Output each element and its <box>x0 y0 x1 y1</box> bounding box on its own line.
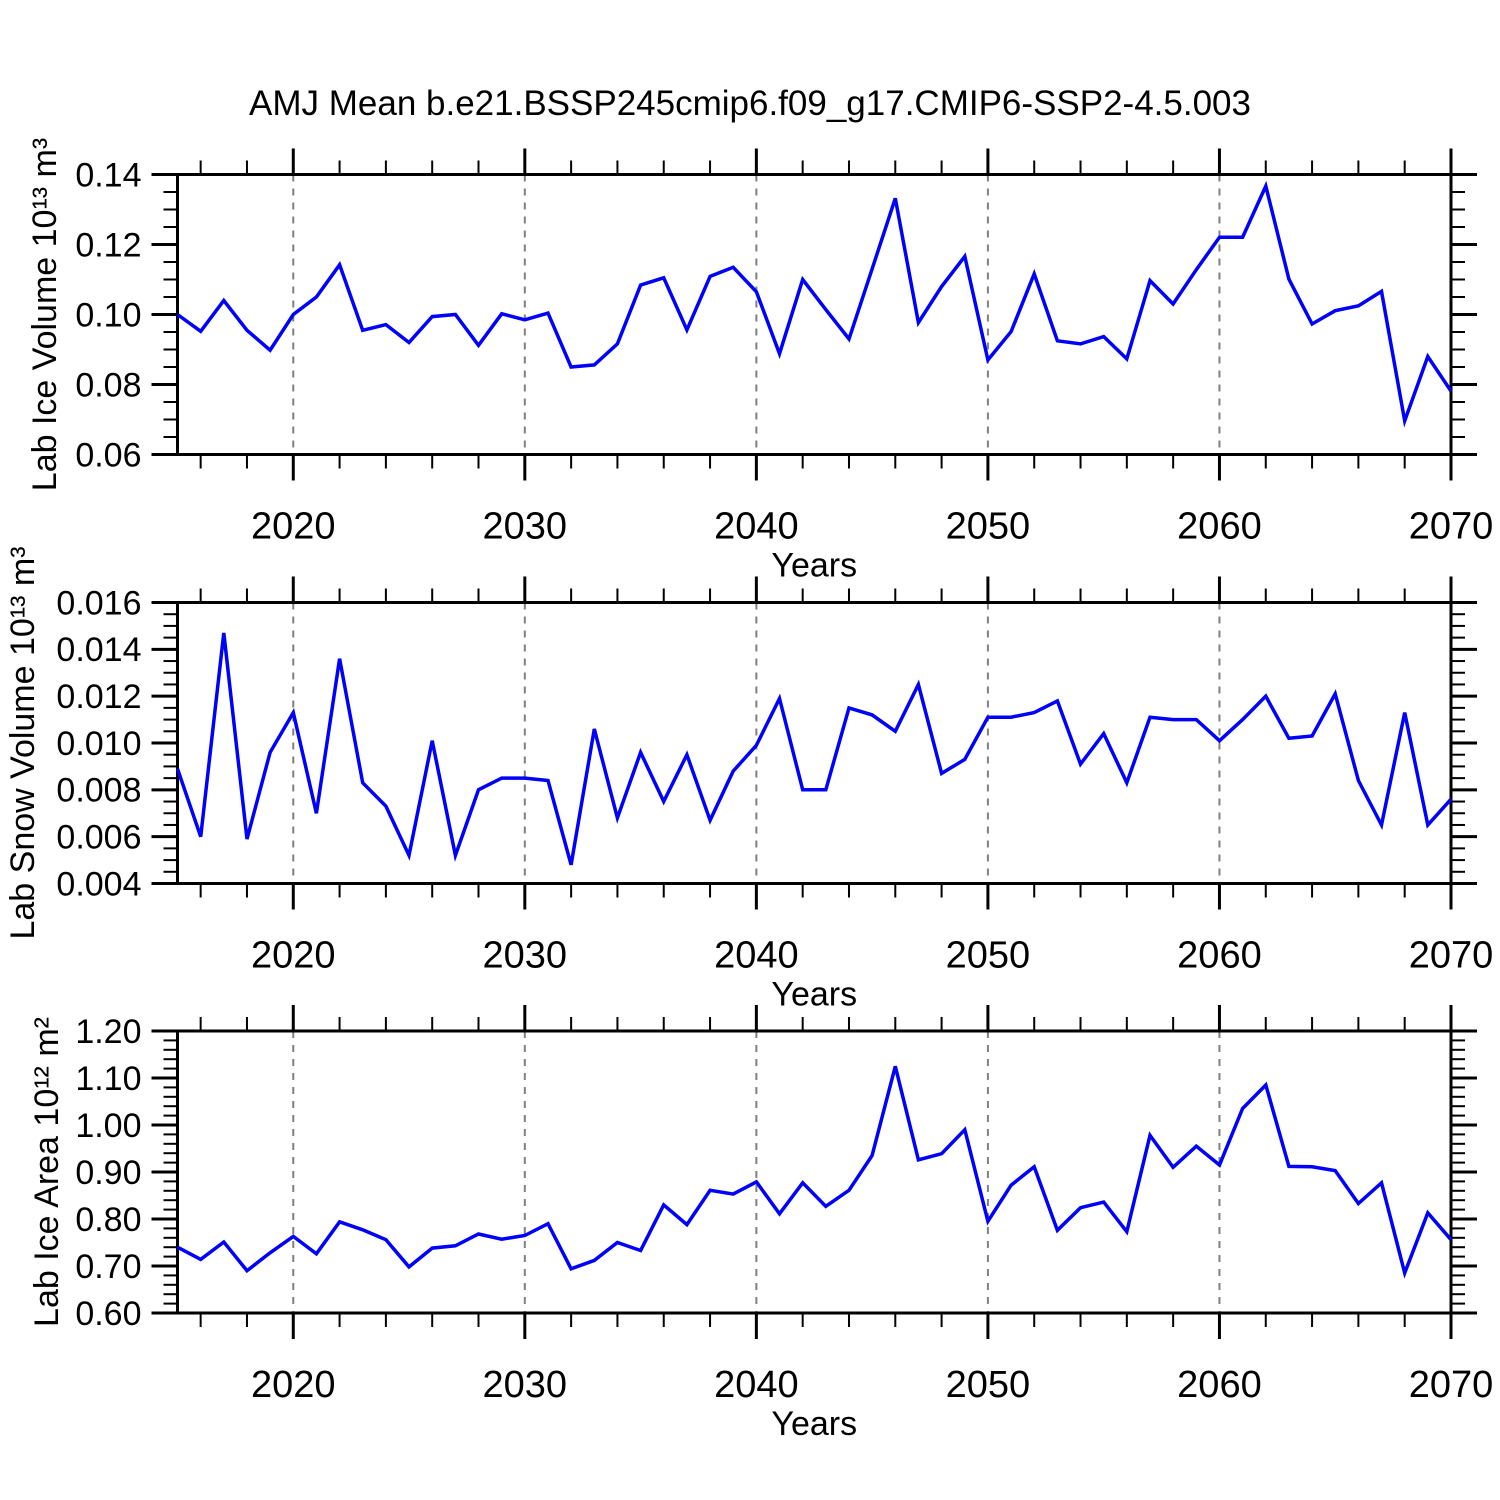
lab-ice-volume-series-line <box>176 180 1453 428</box>
x-tick-label: 2040 <box>714 1364 799 1406</box>
y-tick-label: 1.10 <box>75 1060 141 1098</box>
lab-ice-area-series-line <box>176 1065 1453 1279</box>
lab-snow-volume-chart: 0.004 0.006 0.008 0.010 0.012 0.014 0.016 2020 2… <box>4 546 1493 1013</box>
y-axis-title: Lab Ice Area 10¹² m² <box>28 1017 66 1327</box>
x-tick-label: 2060 <box>1177 1364 1262 1406</box>
y-tick-label: 0.008 <box>56 772 141 810</box>
y-tick-label: 0.80 <box>75 1201 141 1239</box>
x-tick-label: 2020 <box>251 506 336 548</box>
y-tick-label: 0.006 <box>56 819 141 857</box>
x-tick-label: 2070 <box>1409 506 1494 548</box>
y-tick-label: 0.12 <box>75 226 141 264</box>
y-tick-label: 0.012 <box>56 678 141 716</box>
plot-frame <box>176 601 1453 885</box>
lab-ice-volume-chart: 0.06 0.08 0.10 0.12 0.14 2020 2030 2040 2050 2060… <box>26 138 1493 585</box>
y-tick-label: 0.70 <box>75 1248 141 1286</box>
x-tick-label: 2040 <box>714 935 799 977</box>
y-axis-title: Lab Snow Volume 10¹³ m³ <box>4 546 42 939</box>
x-tick-label: 2040 <box>714 506 799 548</box>
x-tick-label: 2030 <box>483 506 568 548</box>
figure-title: AMJ Mean b.e21.BSSP245cmip6.f09_g17.CMIP… <box>249 84 1251 123</box>
plot-frame <box>176 1029 1453 1315</box>
y-tick-label: 1.20 <box>75 1013 141 1051</box>
y-tick-label: 0.004 <box>56 865 141 903</box>
y-tick-label: 0.10 <box>75 296 141 334</box>
lab-snow-volume-series-line <box>175 632 1453 866</box>
x-axis-title: Years <box>771 976 857 1014</box>
lab-ice-area-chart: 0.60 0.70 0.80 0.90 1.00 1.10 1.20 2020 2030 2040… <box>28 1005 1493 1443</box>
y-tick-label: 0.60 <box>75 1295 141 1333</box>
x-tick-label: 2050 <box>946 1364 1031 1406</box>
x-axis-title: Years <box>771 547 857 585</box>
y-tick-label: 0.010 <box>56 725 141 763</box>
x-tick-label: 2060 <box>1177 935 1262 977</box>
y-tick-label: 0.14 <box>75 156 141 194</box>
y-tick-label: 0.08 <box>75 366 141 404</box>
y-tick-label: 1.00 <box>75 1107 141 1145</box>
x-tick-label: 2020 <box>251 1364 336 1406</box>
y-tick-label: 0.014 <box>56 631 141 669</box>
x-tick-label: 2030 <box>483 935 568 977</box>
x-tick-label: 2020 <box>251 935 336 977</box>
x-tick-label: 2050 <box>946 935 1031 977</box>
x-tick-label: 2050 <box>946 506 1031 548</box>
x-tick-label: 2070 <box>1409 935 1494 977</box>
x-tick-label: 2060 <box>1177 506 1262 548</box>
y-axis-title: Lab Ice Volume 10¹³ m³ <box>26 138 64 491</box>
y-tick-label: 0.90 <box>75 1154 141 1192</box>
y-tick-label: 0.06 <box>75 436 141 474</box>
plot-frame <box>176 173 1453 456</box>
x-tick-label: 2030 <box>483 1364 568 1406</box>
y-tick-label: 0.016 <box>56 584 141 622</box>
x-axis-title: Years <box>771 1405 857 1443</box>
x-tick-label: 2070 <box>1409 1364 1494 1406</box>
